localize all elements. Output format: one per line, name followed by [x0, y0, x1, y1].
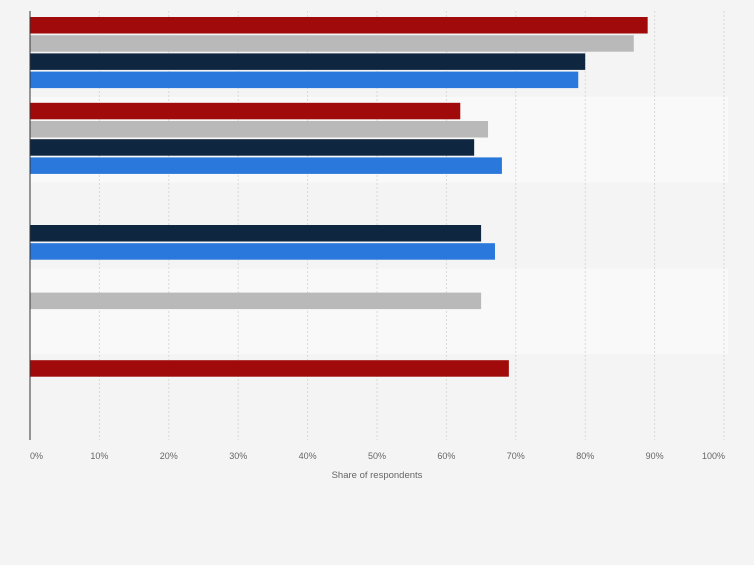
x-axis-label: Share of respondents	[332, 470, 423, 481]
bar	[30, 17, 648, 34]
x-tick-label: 70%	[507, 451, 525, 461]
bar	[30, 225, 482, 242]
x-tick-label: 10%	[90, 451, 108, 461]
bar	[30, 157, 502, 174]
bar	[30, 102, 461, 120]
x-tick-label: 90%	[646, 451, 664, 461]
bar	[30, 121, 489, 138]
bar	[30, 243, 495, 260]
x-tick-label: 40%	[299, 451, 317, 461]
bar	[30, 360, 509, 377]
x-tick-labels: 0% 10% 20% 30% 40% 50% 60% 70% 80% 90% 100%	[30, 451, 725, 461]
x-tick-label: 20%	[160, 451, 178, 461]
x-tick-label: 30%	[229, 451, 247, 461]
bar	[30, 71, 579, 89]
category-band	[30, 268, 728, 355]
bars	[30, 17, 648, 377]
bar	[30, 35, 634, 52]
x-tick-label: 100%	[702, 451, 725, 461]
x-tick-label: 50%	[368, 451, 386, 461]
bar	[30, 292, 482, 310]
bar	[30, 139, 475, 156]
x-tick-label: 80%	[576, 451, 594, 461]
bar	[30, 53, 586, 70]
x-tick-label: 60%	[437, 451, 455, 461]
x-tick-label: 0%	[30, 451, 43, 461]
